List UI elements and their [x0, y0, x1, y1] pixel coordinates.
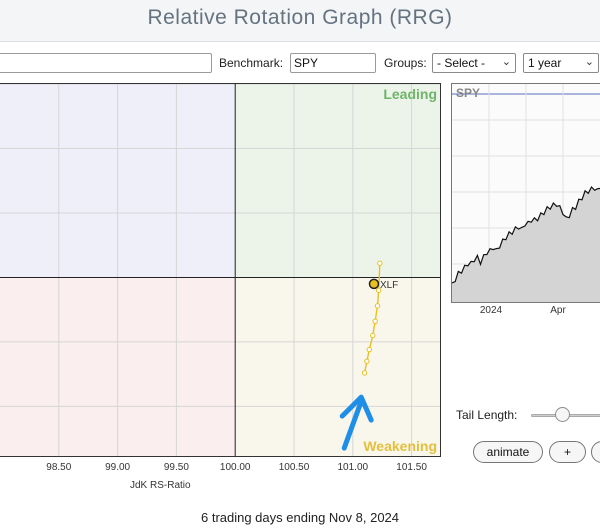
plus-button[interactable]: + [549, 441, 586, 463]
annotation-arrow-head [339, 394, 374, 423]
benchmark-input[interactable] [290, 53, 376, 73]
chevron-down-icon: ⌄ [501, 56, 511, 68]
rrg-plot-area: XLF [0, 84, 440, 456]
annotation-arrow-shaft [341, 401, 363, 451]
tail-point [377, 260, 383, 266]
tail-length-label: Tail Length: [456, 408, 518, 422]
benchmark-symbol: SPY [456, 86, 481, 100]
tail-point [374, 303, 381, 309]
tail-point [375, 287, 382, 294]
quadrant-label-weakening: Weakening [363, 438, 437, 454]
x-tick-label: 99.50 [163, 462, 189, 473]
x-tick-label: 100.50 [278, 462, 310, 473]
groups-select[interactable]: - Select - ⌄ [432, 53, 516, 73]
series-label-xlf: XLF [380, 280, 398, 291]
benchmark-price-line [452, 185, 600, 284]
controls-bar: Benchmark: Groups: - Select - ⌄ 1 year ⌄ [0, 43, 600, 81]
tail-point [361, 370, 368, 376]
benchmark-tick-2024: 2024 [479, 305, 503, 316]
quadrant-label-leading: Leading [383, 86, 437, 102]
tail-point [370, 332, 376, 339]
chevron-down-icon: ⌄ [584, 56, 594, 68]
tail-point [366, 346, 372, 353]
benchmark-tick-apr: Apr [550, 305, 566, 316]
tail-point [364, 358, 370, 364]
benchmark-label: Benchmark: [219, 56, 284, 70]
slider-handle[interactable] [555, 407, 570, 422]
tail-point [372, 318, 378, 324]
symbols-input[interactable] [0, 53, 212, 73]
x-tick-label: 98.50 [46, 462, 72, 473]
x-tick-label: 100.00 [219, 462, 251, 473]
extra-button[interactable] [591, 441, 600, 463]
x-tick-label: 101.00 [337, 462, 369, 473]
status-text: 6 trading days ending Nov 8, 2024 [200, 510, 400, 525]
x-axis-label: JdK RS-Ratio [130, 480, 191, 491]
quadrant-leading [235, 84, 440, 278]
groups-label: Groups: [384, 56, 427, 70]
period-select[interactable]: 1 year ⌄ [523, 53, 599, 73]
page-title: Relative Rotation Graph (RRG) [147, 6, 453, 29]
rrg-chart[interactable]: XLF Leading Weakening [0, 83, 441, 457]
title-bar: Relative Rotation Graph (RRG) [0, 0, 600, 42]
x-tick-label: 99.00 [105, 462, 131, 473]
animate-button[interactable]: animate [473, 441, 543, 463]
tail-length-slider[interactable] [531, 406, 600, 424]
groups-select-value: - Select - [437, 56, 486, 70]
benchmark-area [452, 187, 600, 302]
head-point-xlf [368, 278, 380, 290]
x-axis-ticks: 98.50 99.00 99.50 100.00 100.50 101.00 101.50 [0, 462, 450, 478]
period-select-value: 1 year [528, 56, 562, 70]
benchmark-chart: SPY [451, 83, 600, 303]
quadrant-weakening [235, 277, 440, 456]
benchmark-plot [452, 84, 600, 302]
x-tick-label: 101.50 [396, 462, 427, 473]
